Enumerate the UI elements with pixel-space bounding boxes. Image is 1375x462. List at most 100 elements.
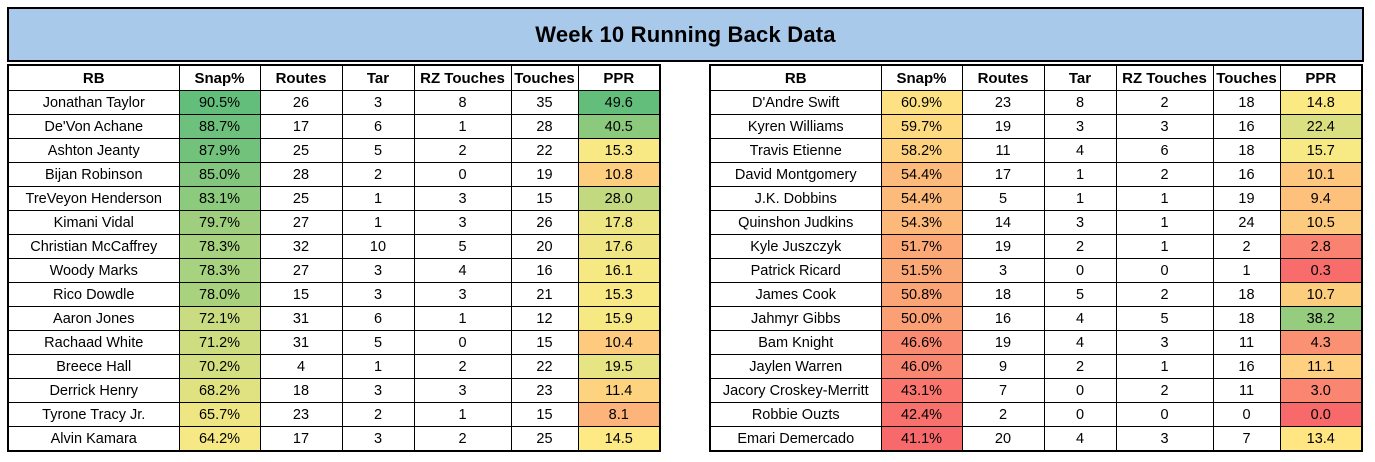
rz-touches-cell: 8 [413,90,512,115]
snap-pct-cell: 88.7% [178,114,261,139]
touches-cell: 19 [1212,186,1281,211]
ppr-cell: 11.1 [1279,354,1363,379]
table-row: Rico Dowdle 78.0% 15 3 3 21 15.3 [7,282,661,307]
tar-cell: 2 [1043,354,1117,379]
rb-name-cell: Travis Etienne [709,138,882,163]
snap-pct-cell: 43.1% [880,378,963,403]
table-row: Emari Demercado 41.1% 20 4 3 7 13.4 [709,426,1363,452]
tables-container: RB Snap% Routes Tar RZ Touches Touches P… [7,64,1363,452]
rz-touches-cell: 1 [1115,234,1214,259]
snap-pct-cell: 70.2% [178,354,261,379]
table-row: Kyle Juszczyk 51.7% 19 2 1 2 2.8 [709,234,1363,259]
tar-cell: 4 [1043,426,1117,452]
touches-cell: 20 [510,234,579,259]
header-row: RB Snap% Routes Tar RZ Touches Touches P… [7,64,661,91]
ppr-cell: 10.4 [577,330,661,355]
rz-touches-cell: 3 [1115,426,1214,452]
rz-touches-cell: 2 [1115,90,1214,115]
touches-cell: 35 [510,90,579,115]
tar-cell: 0 [1043,402,1117,427]
touches-cell: 18 [1212,282,1281,307]
routes-cell: 31 [259,306,343,331]
page-title: Week 10 Running Back Data [535,21,836,47]
snap-pct-cell: 87.9% [178,138,261,163]
rz-touches-cell: 0 [1115,258,1214,283]
rz-touches-cell: 3 [413,378,512,403]
rb-name-cell: Alvin Kamara [7,426,180,452]
rb-table-left: RB Snap% Routes Tar RZ Touches Touches P… [7,64,661,452]
table-row: Kimani Vidal 79.7% 27 1 3 26 17.8 [7,210,661,235]
tar-cell: 6 [341,306,415,331]
routes-cell: 25 [259,138,343,163]
rb-name-cell: Rachaad White [7,330,180,355]
touches-cell: 24 [1212,210,1281,235]
rb-name-cell: Woody Marks [7,258,180,283]
tar-cell: 2 [1043,234,1117,259]
table-row: Christian McCaffrey 78.3% 32 10 5 20 17.6 [7,234,661,259]
routes-cell: 19 [961,114,1045,139]
column-header-rz-touches: RZ Touches [413,64,512,91]
snap-pct-cell: 54.4% [880,162,963,187]
touches-cell: 25 [510,426,579,452]
routes-cell: 28 [259,162,343,187]
snap-pct-cell: 41.1% [880,426,963,452]
rb-name-cell: Jahmyr Gibbs [709,306,882,331]
column-header-rb: RB [7,64,180,91]
rz-touches-cell: 1 [413,402,512,427]
snap-pct-cell: 50.8% [880,282,963,307]
table-row: TreVeyon Henderson 83.1% 25 1 3 15 28.0 [7,186,661,211]
ppr-cell: 9.4 [1279,186,1363,211]
table-row: Derrick Henry 68.2% 18 3 3 23 11.4 [7,378,661,403]
rb-name-cell: Jonathan Taylor [7,90,180,115]
routes-cell: 4 [259,354,343,379]
rb-name-cell: Rico Dowdle [7,282,180,307]
touches-cell: 16 [510,258,579,283]
ppr-cell: 28.0 [577,186,661,211]
tar-cell: 0 [1043,258,1117,283]
rb-name-cell: TreVeyon Henderson [7,186,180,211]
tar-cell: 3 [341,282,415,307]
ppr-cell: 16.1 [577,258,661,283]
tar-cell: 2 [341,402,415,427]
title-banner: Week 10 Running Back Data [7,7,1364,62]
snap-pct-cell: 46.6% [880,330,963,355]
table-row: J.K. Dobbins 54.4% 5 1 1 19 9.4 [709,186,1363,211]
snap-pct-cell: 54.4% [880,186,963,211]
rz-touches-cell: 2 [413,138,512,163]
rb-name-cell: Quinshon Judkins [709,210,882,235]
snap-pct-cell: 42.4% [880,402,963,427]
touches-cell: 18 [1212,306,1281,331]
column-header-snap: Snap% [880,64,963,91]
ppr-cell: 3.0 [1279,378,1363,403]
column-header-routes: Routes [961,64,1045,91]
routes-cell: 19 [961,330,1045,355]
rz-touches-cell: 1 [1115,210,1214,235]
rb-name-cell: James Cook [709,282,882,307]
touches-cell: 15 [510,330,579,355]
rb-table-right: RB Snap% Routes Tar RZ Touches Touches P… [709,64,1363,452]
rz-touches-cell: 3 [413,282,512,307]
routes-cell: 11 [961,138,1045,163]
ppr-cell: 49.6 [577,90,661,115]
rz-touches-cell: 3 [413,186,512,211]
routes-cell: 18 [961,282,1045,307]
rz-touches-cell: 1 [1115,186,1214,211]
table-row: Jonathan Taylor 90.5% 26 3 8 35 49.6 [7,90,661,115]
rb-name-cell: Christian McCaffrey [7,234,180,259]
table-row: Alvin Kamara 64.2% 17 3 2 25 14.5 [7,426,661,452]
rz-touches-cell: 6 [1115,138,1214,163]
table-row: Woody Marks 78.3% 27 3 4 16 16.1 [7,258,661,283]
tar-cell: 3 [341,378,415,403]
tar-cell: 1 [341,210,415,235]
rb-name-cell: Jaylen Warren [709,354,882,379]
touches-cell: 0 [1212,402,1281,427]
tar-cell: 1 [1043,186,1117,211]
snap-pct-cell: 83.1% [178,186,261,211]
routes-cell: 7 [961,378,1045,403]
tar-cell: 1 [1043,162,1117,187]
snap-pct-cell: 78.3% [178,258,261,283]
routes-cell: 20 [961,426,1045,452]
routes-cell: 23 [961,90,1045,115]
routes-cell: 23 [259,402,343,427]
ppr-cell: 22.4 [1279,114,1363,139]
